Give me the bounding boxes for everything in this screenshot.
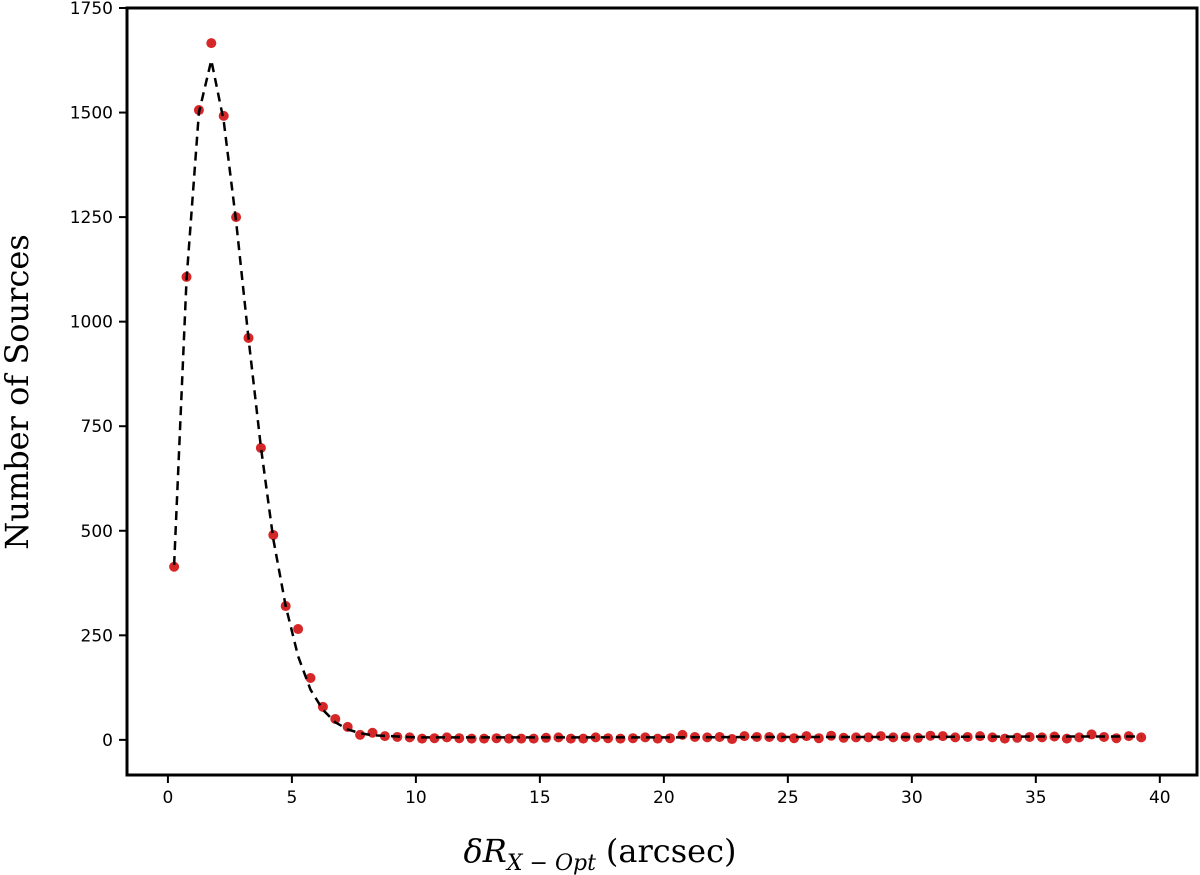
data-point [441,732,452,743]
data-point [268,529,279,540]
y-tick-label: 250 [81,626,113,646]
y-tick-label: 1000 [70,313,113,333]
data-point [503,733,514,744]
data-point [417,733,428,744]
fit-line [172,59,1142,739]
data-point [1012,732,1023,743]
data-point [801,731,812,742]
data-point [789,733,800,744]
data-point [813,733,824,744]
data-point [1074,732,1085,743]
data-point [875,731,886,742]
data-point [206,38,217,49]
data-point [516,733,527,744]
data-point [429,733,440,744]
data-point [1111,733,1122,744]
data-point [727,734,738,745]
data-point [925,730,936,741]
x-tick-label: 5 [286,788,297,808]
data-point [615,733,626,744]
x-tick-label: 40 [1149,788,1171,808]
data-point [826,730,837,741]
data-point [293,624,304,635]
y-tick-label: 1750 [70,0,113,19]
x-label-main: δR [464,832,507,870]
data-point [330,713,341,724]
data-point [640,732,651,743]
data-point [590,732,601,743]
data-point [255,442,266,453]
x-tick-label: 25 [777,788,799,808]
y-tick-label: 1500 [70,104,113,124]
y-tick-label: 0 [102,731,113,751]
x-tick-label: 15 [529,788,551,808]
y-tick-label: 750 [81,417,113,437]
data-point [863,732,874,743]
x-tick-label: 20 [653,788,675,808]
data-point [1086,729,1097,740]
x-tick-label: 35 [1025,788,1047,808]
x-tick-label: 10 [405,788,427,808]
x-label-sub: X − Opt [505,851,596,875]
data-point [950,732,961,743]
x-tick-label: 30 [901,788,923,808]
data-point [999,733,1010,744]
data-point [528,733,539,744]
data-point [714,731,725,742]
data-point [937,731,948,742]
y-axis-label: Number of Sources [0,234,36,550]
data-point [466,733,477,744]
data-point [169,561,180,572]
data-point [652,733,663,744]
x-axis-label: δRX − Opt (arcsec) [464,832,737,875]
data-point [1061,733,1072,744]
data-point [565,733,576,744]
x-tick-label: 0 [163,788,174,808]
y-tick-label: 500 [81,522,113,542]
data-point [305,672,316,683]
data-point [578,733,589,744]
x-label-unit: (arcsec) [606,832,737,870]
data-point [479,733,490,744]
plot-frame [125,6,1199,777]
data-point [665,733,676,744]
y-tick-label: 1250 [70,208,113,228]
data-point [367,727,378,738]
